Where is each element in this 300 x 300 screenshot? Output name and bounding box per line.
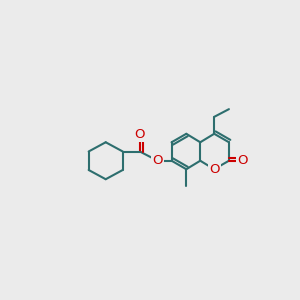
Text: O: O <box>152 154 163 167</box>
Text: O: O <box>237 154 247 167</box>
Text: O: O <box>209 163 220 176</box>
Text: O: O <box>135 128 145 141</box>
